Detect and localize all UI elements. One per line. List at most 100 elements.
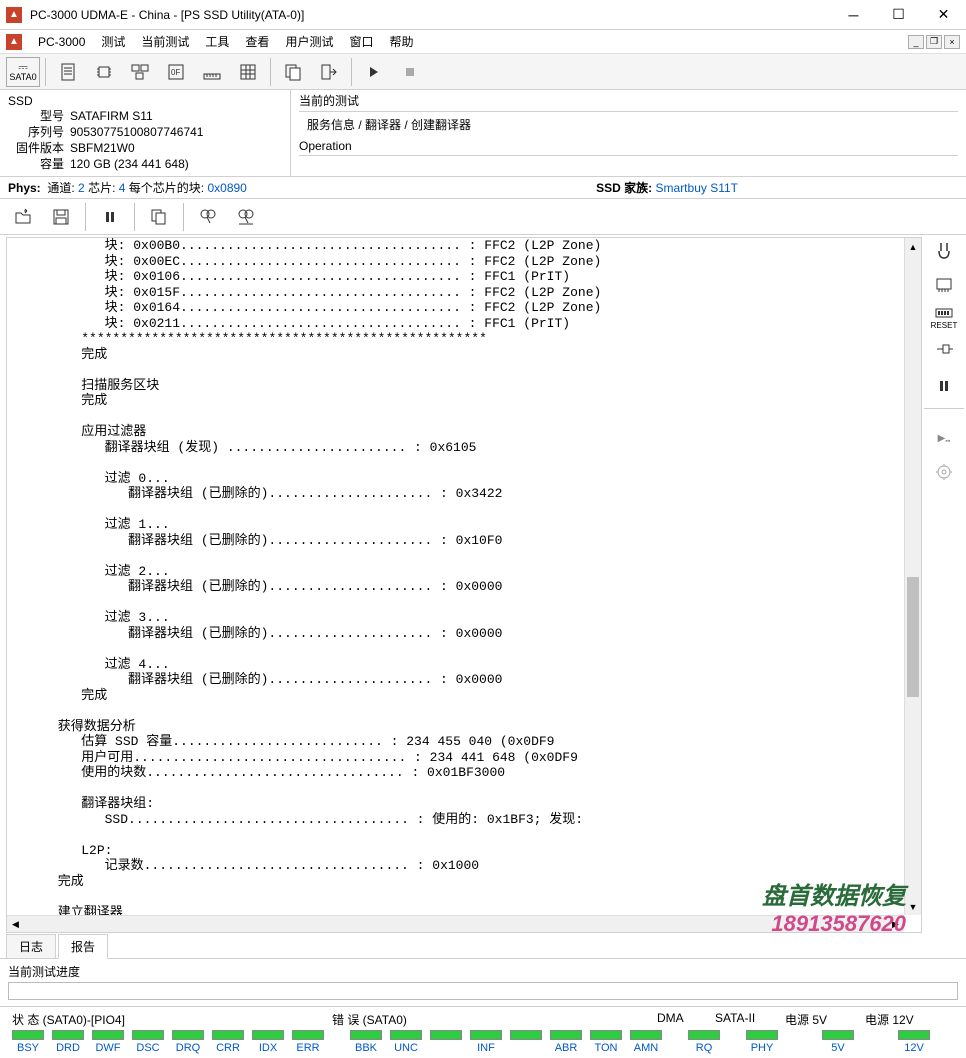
chip-icon[interactable]: [87, 57, 121, 87]
led-label: 12V: [904, 1042, 924, 1054]
menu-window[interactable]: 窗口: [341, 33, 381, 50]
find-icon[interactable]: [191, 202, 225, 232]
led-label: UNC: [394, 1042, 418, 1054]
led-label: ABR: [555, 1042, 578, 1054]
ssd-family-label: SSD 家族:: [596, 179, 652, 196]
status-group2-label: 错 误 (SATA0): [328, 1011, 653, 1028]
blocks-label: 每个芯片的块:: [129, 179, 204, 196]
led-label: INF: [477, 1042, 495, 1054]
stop-icon[interactable]: [393, 57, 427, 87]
tab-log[interactable]: 日志: [6, 934, 56, 958]
led-label: 5V: [831, 1042, 844, 1054]
led-phy: PHY: [742, 1030, 782, 1054]
toolbar-separator: [85, 203, 86, 231]
menu-test[interactable]: 测试: [93, 33, 133, 50]
led-label: RQ: [696, 1042, 713, 1054]
open-icon[interactable]: [6, 202, 40, 232]
power-cycle-icon[interactable]: [930, 239, 958, 263]
vertical-scrollbar[interactable]: ▲ ▼: [904, 238, 921, 915]
led-indicator: [212, 1030, 244, 1040]
led-label: TON: [594, 1042, 617, 1054]
led-: [506, 1030, 546, 1054]
toolbar-separator: [183, 203, 184, 231]
led-drq: DRQ: [168, 1030, 208, 1054]
log-content[interactable]: 块: 0x00B0...............................…: [7, 238, 921, 933]
ssd-header: SSD: [8, 94, 282, 108]
led-indicator: [52, 1030, 84, 1040]
grid-icon[interactable]: [231, 57, 265, 87]
ssd-family-value: Smartbuy S11T: [656, 181, 738, 195]
mdi-minimize[interactable]: _: [908, 35, 924, 49]
led-bbk: BBK: [346, 1030, 386, 1054]
model-value: SATAFIRM S11: [70, 108, 153, 124]
status-group1-label: 状 态 (SATA0)-[PIO4]: [8, 1011, 328, 1028]
ssd-info-panel: SSD 型号SATAFIRM S11 序列号905307751008077467…: [0, 90, 290, 176]
main-toolbar: ⎓ SATA0 0F: [0, 54, 966, 90]
find-next-icon[interactable]: [229, 202, 263, 232]
led-indicator: [132, 1030, 164, 1040]
chips-value: 4: [119, 181, 126, 195]
led-inf: INF: [466, 1030, 506, 1054]
status-section: 状 态 (SATA0)-[PIO4] 错 误 (SATA0) DMA SATA-…: [0, 1006, 966, 1058]
settings-icon[interactable]: [930, 460, 958, 484]
maximize-button[interactable]: ☐: [876, 0, 921, 30]
status-leds: BSYDRDDWFDSCDRQCRRIDXERRBBKUNCINFABRTONA…: [8, 1028, 958, 1056]
app-icon: ▲: [6, 7, 22, 23]
menu-tools[interactable]: 工具: [197, 33, 237, 50]
menu-help[interactable]: 帮助: [381, 33, 421, 50]
save-icon[interactable]: [44, 202, 78, 232]
led-indicator: [470, 1030, 502, 1040]
chip-side-icon[interactable]: [930, 273, 958, 297]
close-button[interactable]: ✕: [921, 0, 966, 30]
copy-icon[interactable]: [276, 57, 310, 87]
hex-view-icon[interactable]: 0F: [159, 57, 193, 87]
minimize-button[interactable]: ─: [831, 0, 876, 30]
led-label: CRR: [216, 1042, 240, 1054]
mdi-close[interactable]: ×: [944, 35, 960, 49]
scroll-left-icon[interactable]: ◀: [7, 916, 24, 932]
menu-pc3000[interactable]: PC-3000: [30, 35, 93, 49]
led-indicator: [390, 1030, 422, 1040]
menu-current-test[interactable]: 当前测试: [133, 33, 197, 50]
led-dsc: DSC: [128, 1030, 168, 1054]
play-icon[interactable]: [357, 57, 391, 87]
log-panel: 块: 0x00B0...............................…: [6, 237, 922, 933]
scroll-right-icon[interactable]: ▶: [887, 916, 904, 932]
led-label: BSY: [17, 1042, 39, 1054]
arrow-right-icon[interactable]: ▶▪▪: [930, 426, 958, 450]
serial-label: 序列号: [8, 124, 70, 140]
led-indicator: [630, 1030, 662, 1040]
pause-side-icon[interactable]: [930, 374, 958, 398]
led-label: DSC: [136, 1042, 159, 1054]
tab-report[interactable]: 报告: [58, 934, 108, 959]
serial-value: 90530775100807746741: [70, 124, 203, 140]
ruler-icon[interactable]: [195, 57, 229, 87]
firmware-label: 固件版本: [8, 140, 70, 156]
exit-icon[interactable]: [312, 57, 346, 87]
menu-user-test[interactable]: 用户测试: [277, 33, 341, 50]
connector-icon[interactable]: [930, 340, 958, 364]
toolbar-separator: [351, 58, 352, 86]
led-amn: AMN: [626, 1030, 666, 1054]
scroll-up-icon[interactable]: ▲: [905, 238, 921, 255]
modules-icon[interactable]: [123, 57, 157, 87]
menu-view[interactable]: 查看: [237, 33, 277, 50]
sata2-label: SATA-II: [711, 1011, 781, 1028]
horizontal-scrollbar[interactable]: ◀ ▶: [7, 915, 904, 932]
pause-icon[interactable]: [93, 202, 127, 232]
scroll-thumb[interactable]: [907, 577, 919, 697]
led-dwf: DWF: [88, 1030, 128, 1054]
copy-log-icon[interactable]: [142, 202, 176, 232]
toolbar-separator: [270, 58, 271, 86]
channels-label: 通道:: [47, 179, 74, 196]
led-label: ERR: [296, 1042, 319, 1054]
toolbar-separator: [45, 58, 46, 86]
led-indicator: [746, 1030, 778, 1040]
reset-button[interactable]: RESET: [930, 307, 958, 330]
document-icon[interactable]: [51, 57, 85, 87]
scroll-down-icon[interactable]: ▼: [905, 898, 921, 915]
app-icon-small: ▲: [6, 34, 22, 50]
mdi-restore[interactable]: ❐: [926, 35, 942, 49]
led-indicator: [172, 1030, 204, 1040]
sata-port-button[interactable]: ⎓ SATA0: [6, 57, 40, 87]
